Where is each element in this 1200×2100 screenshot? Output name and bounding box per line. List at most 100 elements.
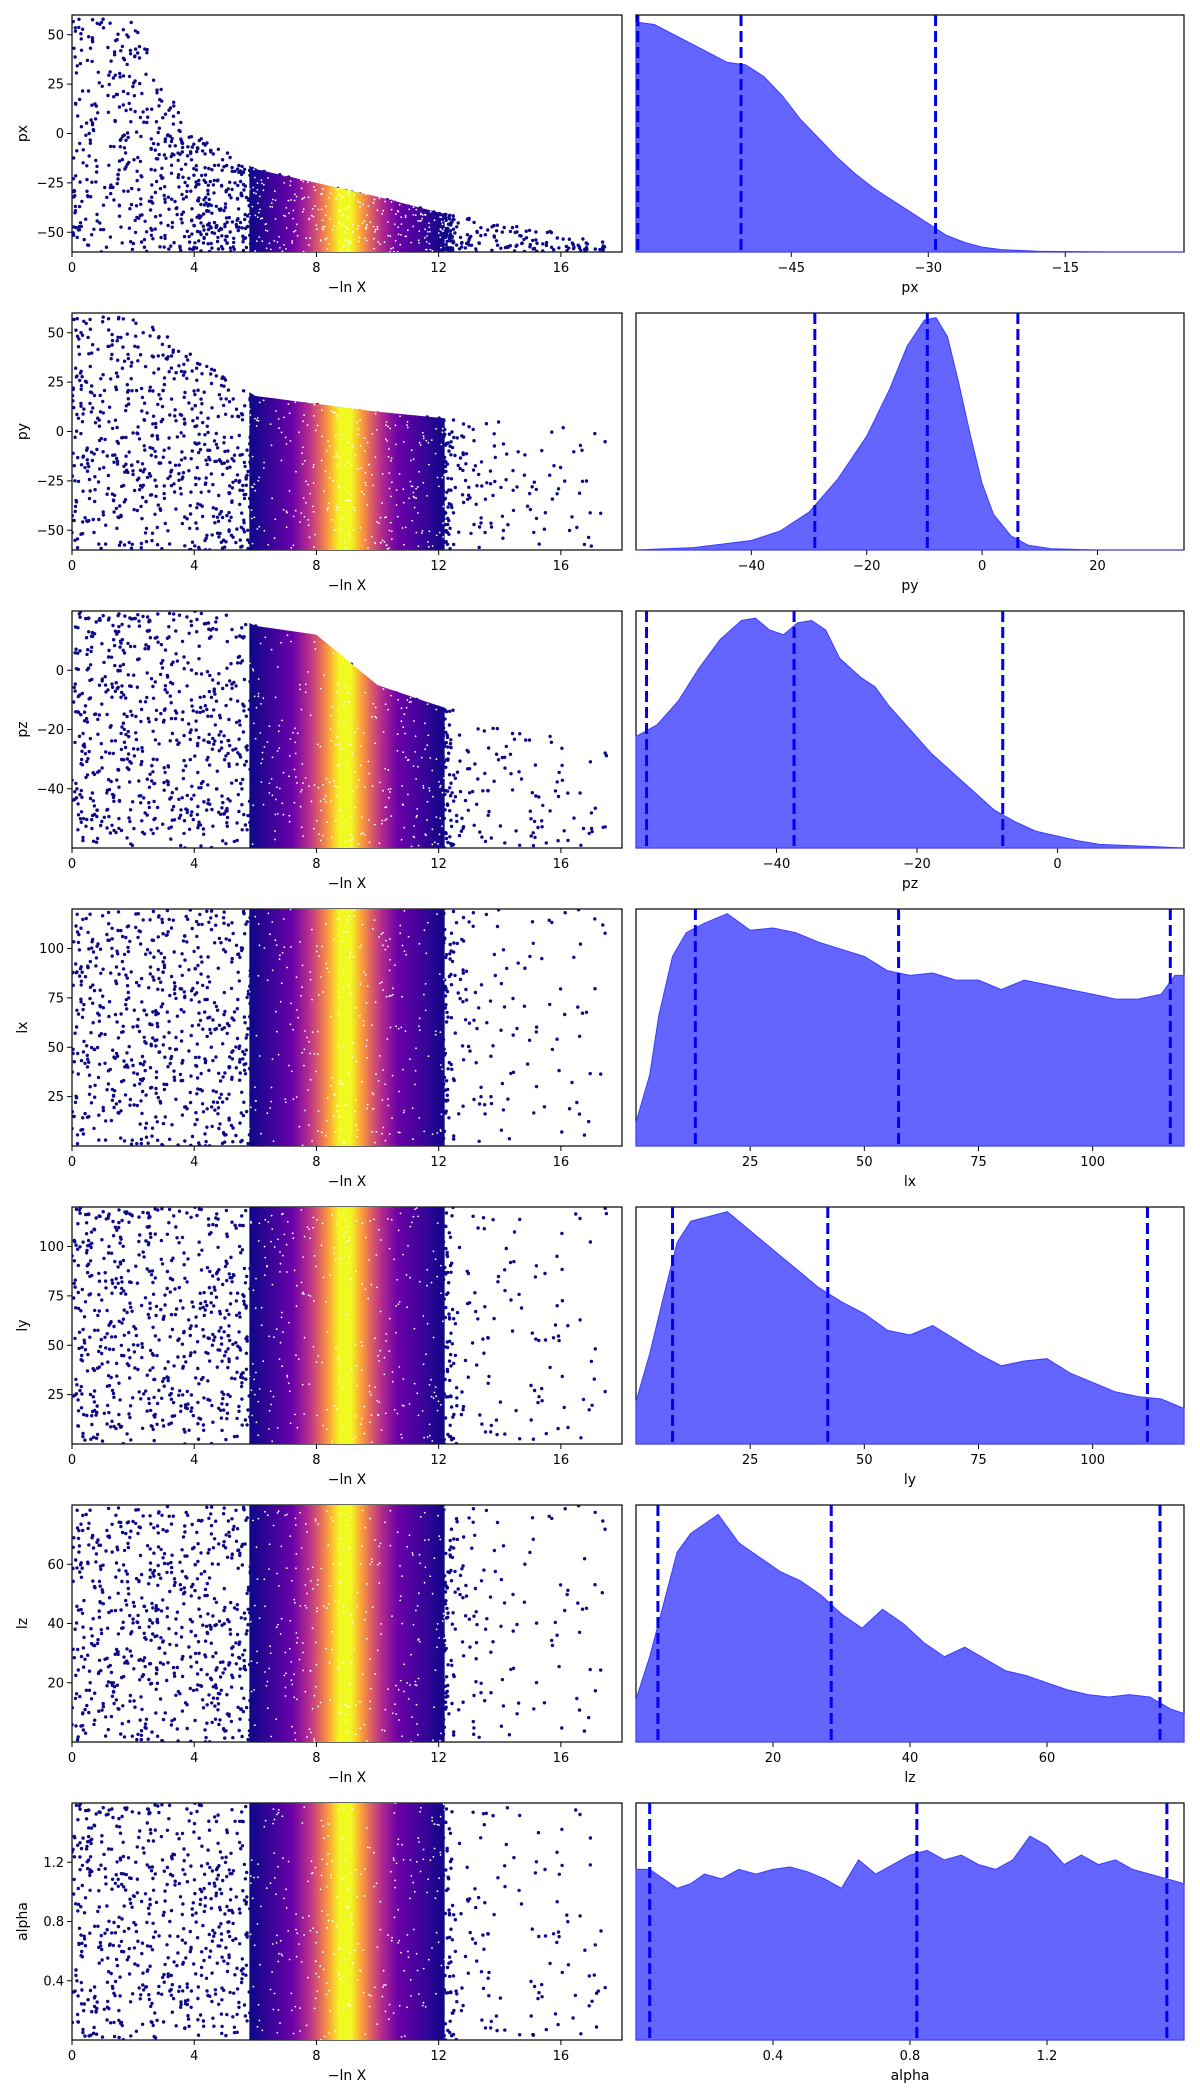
scatter-point <box>147 805 151 810</box>
scatter-gap <box>396 210 399 212</box>
scatter-point <box>77 337 81 341</box>
scatter-gap <box>305 501 307 504</box>
scatter-point <box>235 762 239 766</box>
scatter-point <box>549 230 554 235</box>
scatter-point <box>237 737 241 741</box>
scatter-gap <box>426 231 429 233</box>
scatter-point <box>448 229 453 233</box>
scatter-point <box>85 469 90 473</box>
scatter-point <box>169 354 174 358</box>
scatter-point <box>84 716 89 721</box>
scatter-gap <box>416 814 418 817</box>
scatter-point <box>499 485 503 490</box>
scatter-point <box>162 708 167 712</box>
scatter-point <box>240 803 244 807</box>
scatter-point <box>200 149 205 153</box>
scatter-point <box>235 661 240 665</box>
scatter-point <box>84 321 88 326</box>
scatter-point <box>122 651 127 655</box>
scatter-point <box>100 679 104 683</box>
scatter-point <box>170 136 174 141</box>
scatter-point <box>237 719 242 723</box>
scatter-point <box>131 747 136 751</box>
scatter-gap <box>335 509 338 511</box>
scatter-point <box>225 220 229 224</box>
scatter-point <box>187 548 192 550</box>
scatter-point <box>75 787 79 791</box>
scatter-point <box>169 837 173 841</box>
scatter-point <box>97 81 102 85</box>
scatter-point <box>457 733 462 737</box>
scatter-point <box>179 431 183 435</box>
scatter-point <box>235 821 239 825</box>
scatter-point <box>118 145 123 149</box>
scatter-point <box>211 506 215 510</box>
scatter-point <box>238 220 243 225</box>
scatter-point <box>122 758 126 762</box>
scatter-point <box>494 229 499 233</box>
scatter-point <box>167 446 171 450</box>
scatter-point <box>150 325 155 329</box>
scatter-point <box>162 780 166 785</box>
scatter-point <box>531 238 535 243</box>
scatter-gap <box>270 648 273 651</box>
scatter-gap <box>365 226 368 229</box>
scatter-gap <box>340 433 343 436</box>
scatter-point <box>572 450 576 454</box>
scatter-point <box>541 803 545 808</box>
scatter-point <box>450 249 455 252</box>
scatter-point <box>173 709 178 713</box>
scatter-point <box>199 249 203 252</box>
scatter-point <box>186 358 190 362</box>
scatter-gap <box>342 245 345 248</box>
scatter-gap <box>288 775 290 778</box>
scatter-point <box>491 726 495 731</box>
scatter-gap <box>441 223 444 226</box>
scatter-gap <box>271 756 274 759</box>
scatter-point <box>492 779 496 783</box>
scatter-point <box>456 221 460 225</box>
scatter-gap <box>307 483 309 486</box>
scatter-point <box>173 199 177 204</box>
scatter-gap <box>389 235 392 238</box>
scatter-point <box>87 352 91 356</box>
scatter-point <box>168 739 172 743</box>
scatter-point <box>180 796 184 800</box>
scatter-gap <box>312 464 315 466</box>
scatter-point <box>157 152 161 157</box>
scatter-point <box>534 487 538 492</box>
scatter-point <box>114 681 118 685</box>
scatter-point <box>140 746 144 750</box>
scatter-point <box>183 456 187 460</box>
scatter-point <box>227 529 231 533</box>
scatter-gap <box>436 476 439 479</box>
scatter-point <box>448 444 452 448</box>
scatter-point <box>444 233 448 237</box>
scatter-point <box>155 91 159 95</box>
scatter-point <box>231 245 235 249</box>
scatter-point <box>190 449 194 453</box>
scatter-point <box>134 130 139 134</box>
scatter-gap <box>357 224 360 227</box>
scatter-point <box>85 668 89 672</box>
scatter-point <box>555 492 559 496</box>
scatter-point <box>84 824 88 828</box>
scatter-gap <box>390 815 393 817</box>
scatter-point <box>172 377 176 381</box>
scatter-gap <box>347 249 349 251</box>
scatter-point <box>133 230 138 235</box>
scatter-point <box>515 243 519 247</box>
scatter-point <box>239 781 243 786</box>
scatter-gap <box>253 722 255 725</box>
scatter-point <box>73 682 78 686</box>
scatter-point <box>114 38 118 43</box>
scatter-gap <box>320 208 323 211</box>
scatter-point <box>124 462 128 466</box>
scatter-gap <box>253 191 255 194</box>
scatter-gap <box>280 459 283 462</box>
scatter-gap <box>381 212 384 215</box>
scatter-point <box>242 188 246 192</box>
scatter-point <box>444 242 448 247</box>
scatter-point <box>236 207 241 211</box>
scatter-point <box>197 735 201 740</box>
